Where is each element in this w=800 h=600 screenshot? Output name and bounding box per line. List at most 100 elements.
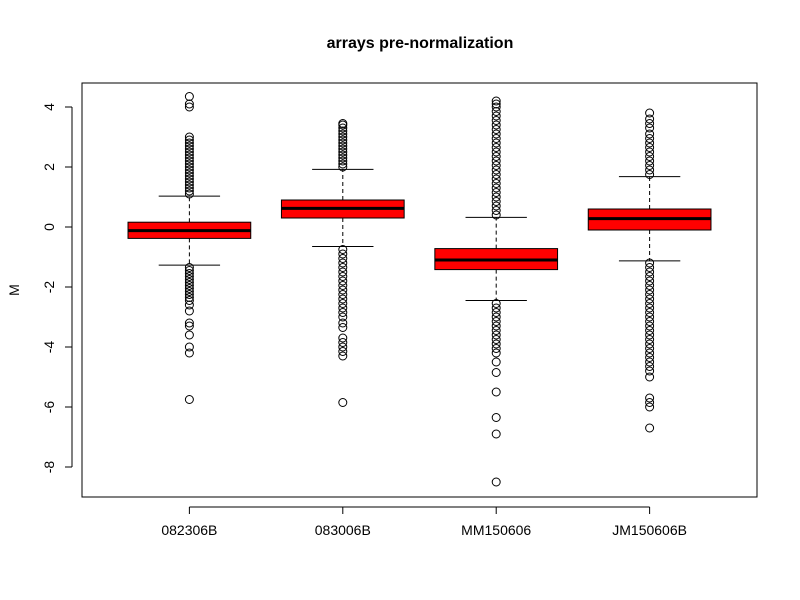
outlier-point <box>645 276 655 286</box>
outlier-point <box>184 162 194 172</box>
outlier-point <box>491 147 501 157</box>
outlier-point <box>184 318 194 328</box>
outlier-point <box>184 183 194 193</box>
box-083006B <box>280 119 405 407</box>
outlier-point <box>338 132 348 142</box>
outlier-point <box>338 162 348 172</box>
outlier-point <box>491 330 501 340</box>
outlier-point <box>184 300 194 310</box>
y-tick-label: 0 <box>41 223 57 231</box>
outlier-point <box>645 134 655 143</box>
outlier-point <box>491 96 501 106</box>
outlier-point <box>645 143 655 152</box>
outlier-point <box>645 119 655 128</box>
outlier-point <box>338 119 348 128</box>
outlier-point <box>338 150 348 160</box>
x-tick-label: MM150606 <box>461 522 531 538</box>
outlier-point <box>184 138 194 148</box>
outlier-point <box>338 285 348 295</box>
outlier-point <box>491 303 501 313</box>
outlier-point <box>645 362 655 371</box>
outlier-point <box>491 299 501 308</box>
outlier-point <box>645 138 655 148</box>
outlier-point <box>338 308 348 317</box>
outlier-point <box>491 344 501 353</box>
outlier-point <box>491 188 501 197</box>
outlier-point <box>645 357 655 367</box>
outlier-point <box>645 114 655 124</box>
outlier-point <box>338 323 348 332</box>
outlier-point <box>338 294 348 304</box>
outlier-point <box>491 308 501 317</box>
outlier-point <box>338 245 348 254</box>
outlier-point <box>645 330 655 340</box>
outlier-point <box>645 308 655 317</box>
outlier-point <box>338 159 348 169</box>
outlier-point <box>184 395 194 404</box>
outlier-point <box>338 254 348 263</box>
outlier-point <box>491 102 501 112</box>
outlier-point <box>338 267 348 277</box>
outlier-point <box>645 147 655 157</box>
outlier-point <box>491 174 501 184</box>
outlier-point <box>491 170 501 179</box>
y-tick-label: -8 <box>41 461 57 474</box>
outlier-point <box>645 372 655 382</box>
outlier-point <box>645 123 655 133</box>
outlier-point <box>645 335 655 344</box>
outlier-point <box>338 338 348 347</box>
outlier-point <box>491 197 501 206</box>
outlier-point <box>184 348 194 358</box>
outlier-point <box>184 189 194 199</box>
y-axis-label: M <box>6 284 22 296</box>
outlier-point <box>491 99 501 109</box>
outlier-point <box>491 134 501 143</box>
outlier-point <box>645 165 655 175</box>
chart-title: arrays pre-normalization <box>327 35 514 52</box>
outlier-point <box>491 111 501 121</box>
outlier-point <box>645 285 655 295</box>
outlier-point <box>491 116 501 125</box>
outlier-point <box>338 144 348 154</box>
outlier-point <box>645 339 655 349</box>
outlier-point <box>491 477 501 487</box>
outlier-point <box>338 351 348 361</box>
outlier-point <box>491 321 501 331</box>
outlier-point <box>338 347 348 356</box>
x-tick-label: 083006B <box>315 522 371 538</box>
outlier-point <box>184 275 194 284</box>
outlier-point <box>338 263 348 272</box>
outlier-point <box>184 156 194 166</box>
outlier-point <box>645 263 655 272</box>
outlier-point <box>645 294 655 304</box>
outlier-point <box>645 353 655 362</box>
outlier-point <box>184 132 194 142</box>
y-tick-label: -6 <box>41 401 57 414</box>
outlier-point <box>645 348 655 358</box>
outlier-point <box>338 153 348 163</box>
outlier-point <box>184 281 194 290</box>
outlier-point <box>491 317 501 326</box>
outlier-point <box>184 296 194 305</box>
outlier-point <box>184 147 194 157</box>
outlier-point <box>491 368 501 377</box>
outlier-point <box>338 299 348 308</box>
outlier-point <box>184 102 194 112</box>
outlier-point <box>491 210 501 220</box>
outlier-point <box>338 318 348 328</box>
outlier-point <box>491 152 501 161</box>
outlier-point <box>491 357 501 367</box>
outlier-point <box>645 152 655 161</box>
outlier-point <box>184 177 194 187</box>
outlier-point <box>338 141 348 151</box>
outlier-point <box>645 281 655 290</box>
outlier-point <box>338 333 348 343</box>
outlier-point <box>184 278 194 287</box>
outlier-point <box>184 321 194 331</box>
outlier-point <box>491 348 501 358</box>
outlier-point <box>184 290 194 299</box>
outlier-point <box>645 312 655 322</box>
box-MM150606 <box>434 96 559 487</box>
outlier-point <box>338 398 348 407</box>
